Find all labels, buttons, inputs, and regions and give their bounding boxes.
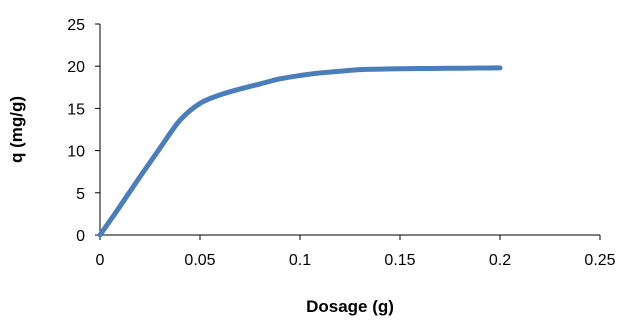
x-tick-label: 0.15 — [384, 252, 415, 269]
y-tick-label: 20 — [67, 59, 85, 76]
y-tick-label: 10 — [67, 144, 85, 161]
series-layer — [97, 65, 503, 238]
x-tick-label: 0 — [96, 252, 105, 269]
y-ticks: 0 5 10 15 20 25 — [67, 17, 100, 245]
series-line — [97, 65, 503, 238]
y-tick-label: 25 — [67, 17, 85, 34]
y-tick-label: 0 — [76, 228, 85, 245]
y-tick-label: 5 — [76, 186, 85, 203]
y-axis-title: q (mg/g) — [7, 96, 26, 163]
x-tick-label: 0.25 — [584, 252, 615, 269]
y-tick-label: 15 — [67, 101, 85, 118]
x-tick-label: 0.2 — [489, 252, 511, 269]
x-ticks: 0 0.05 0.1 0.15 0.2 0.25 — [96, 235, 616, 269]
x-tick-label: 0.05 — [184, 252, 215, 269]
axes — [99, 24, 600, 236]
x-tick-label: 0.1 — [289, 252, 311, 269]
x-axis-title: Dosage (g) — [306, 297, 394, 316]
